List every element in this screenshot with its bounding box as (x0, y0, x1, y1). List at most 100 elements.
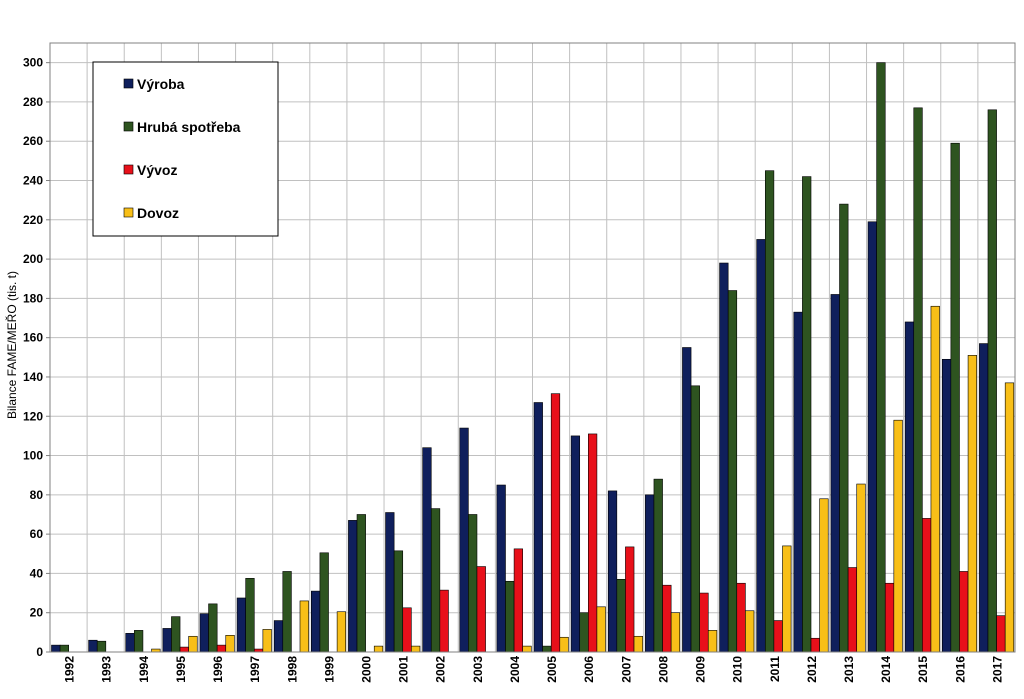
bar-výroba-1996 (199, 613, 209, 653)
y-tick-label: 40 (30, 566, 44, 580)
y-axis-label: Bilance FAME/MEŘO (tis. t) (4, 271, 19, 419)
bar-vývoz-2011 (773, 620, 783, 653)
x-tick-label: 2009 (694, 656, 708, 683)
bar-dovoz-2006 (596, 606, 606, 653)
bar-výroba-2002 (422, 447, 432, 653)
bar-výroba-1995 (162, 628, 172, 653)
legend-swatch-dovoz (123, 207, 134, 218)
legend-label: Dovoz (137, 205, 179, 221)
bar-vývoz-2003 (476, 566, 486, 653)
bar-výroba-2013 (830, 294, 840, 653)
bar-výroba-2008 (645, 494, 655, 653)
y-tick-label: 120 (23, 409, 43, 423)
bar-hrubá-spotřeba-2012 (802, 176, 812, 653)
x-tick-label: 1995 (174, 656, 188, 683)
bar-hrubá-spotřeba-2010 (727, 290, 738, 653)
bar-výroba-2007 (607, 490, 618, 653)
x-tick-label: 2015 (916, 656, 930, 683)
bar-výroba-2015 (904, 321, 915, 653)
bar-hrubá-spotřeba-2001 (393, 550, 404, 653)
x-tick-label: 1996 (211, 656, 225, 683)
bar-vývoz-2006 (588, 433, 598, 653)
bar-výroba-1999 (311, 590, 321, 653)
bar-hrubá-spotřeba-2011 (764, 170, 775, 653)
x-tick-label: 1997 (248, 656, 262, 683)
x-tick-label: 2008 (656, 656, 670, 683)
bar-vývoz-2010 (736, 582, 746, 653)
bar-hrubá-spotřeba-2008 (653, 478, 663, 653)
bar-dovoz-2001 (411, 645, 421, 653)
bar-vývoz-1996 (216, 644, 227, 653)
bar-dovoz-1995 (188, 635, 198, 653)
bar-hrubá-spotřeba-2003 (468, 514, 478, 653)
bar-dovoz-2011 (782, 545, 792, 653)
bar-vývoz-1995 (179, 646, 189, 653)
bar-hrubá-spotřeba-1995 (171, 616, 181, 653)
bar-dovoz-1999 (336, 611, 347, 653)
legend-swatch-výroba (123, 78, 134, 89)
bar-dovoz-2015 (930, 305, 940, 653)
x-tick-label: 2016 (953, 656, 967, 683)
bar-vývoz-2014 (884, 582, 895, 653)
bar-hrubá-spotřeba-1994 (134, 630, 144, 653)
y-tick-label: 100 (23, 449, 43, 463)
bar-hrubá-spotřeba-1998 (282, 571, 292, 653)
x-tick-label: 1992 (63, 656, 77, 683)
legend-label: Vývoz (137, 162, 177, 178)
bar-hrubá-spotřeba-2009 (690, 385, 700, 653)
y-tick-label: 160 (23, 331, 43, 345)
y-axis-ticks: 0 20 40 60 80 100 120 140 160 180 200 220 240 260 280 3… (23, 56, 50, 659)
bar-výroba-1993 (88, 639, 98, 653)
bar-vývoz-2012 (810, 637, 820, 653)
legend: Výroba Hrubá spotřeba Vývoz Dovoz (92, 61, 279, 237)
bar-výroba-2016 (941, 358, 952, 653)
bar-dovoz-2017 (1004, 382, 1015, 653)
bar-výroba-2014 (867, 221, 877, 653)
bar-dovoz-2008 (670, 612, 681, 653)
bar-vývoz-2005 (550, 393, 561, 653)
y-tick-label: 80 (30, 488, 44, 502)
bar-hrubá-spotřeba-2016 (950, 142, 960, 653)
bar-hrubá-spotřeba-2017 (987, 109, 997, 653)
bar-výroba-2012 (793, 311, 803, 653)
x-tick-label: 2017 (990, 656, 1004, 683)
bar-hrubá-spotřeba-2007 (616, 579, 626, 653)
x-tick-label: 2013 (842, 656, 856, 683)
bar-dovoz-1997 (262, 629, 272, 653)
bar-hrubá-spotřeba-1993 (96, 640, 107, 653)
bar-výroba-2017 (979, 343, 989, 653)
legend-swatch-vývoz (123, 164, 134, 175)
bar-hrubá-spotřeba-1996 (208, 603, 218, 653)
x-tick-label: 2003 (471, 656, 485, 683)
bar-hrubá-spotřeba-2004 (505, 580, 515, 653)
bar-vývoz-2013 (847, 567, 858, 653)
bar-dovoz-2000 (373, 645, 384, 653)
bar-hrubá-spotřeba-2013 (839, 203, 849, 653)
x-tick-label: 2004 (508, 656, 522, 683)
legend-label: Výroba (137, 76, 185, 92)
bar-výroba-2005 (533, 402, 543, 653)
bar-hrubá-spotřeba-2014 (876, 62, 886, 653)
plot-frame (49, 42, 1016, 653)
bar-hrubá-spotřeba-1999 (319, 552, 329, 653)
bar-hrubá-spotřeba-2002 (430, 508, 441, 653)
bar-vývoz-2008 (662, 584, 672, 653)
bar-dovoz-2013 (856, 483, 866, 653)
x-tick-label: 2001 (397, 656, 411, 683)
bar-vývoz-2007 (625, 546, 635, 653)
bar-hrubá-spotřeba-1997 (245, 578, 255, 653)
bar-hrubá-spotřeba-2005 (542, 645, 552, 653)
bar-výroba-2000 (348, 520, 358, 653)
y-tick-label: 60 (30, 527, 44, 541)
bar-dovoz-1996 (225, 635, 235, 653)
legend-swatch-hrubá-spotřeba (123, 121, 134, 132)
bar-hrubá-spotřeba-2015 (913, 107, 923, 653)
x-tick-label: 2014 (879, 656, 893, 683)
y-tick-label: 180 (23, 291, 43, 305)
bar-hrubá-spotřeba-1992 (59, 644, 69, 653)
bar-výroba-2011 (756, 239, 766, 653)
bar-výroba-2006 (570, 435, 581, 653)
bar-hrubá-spotřeba-2006 (579, 612, 589, 653)
bar-výroba-2010 (719, 262, 729, 653)
